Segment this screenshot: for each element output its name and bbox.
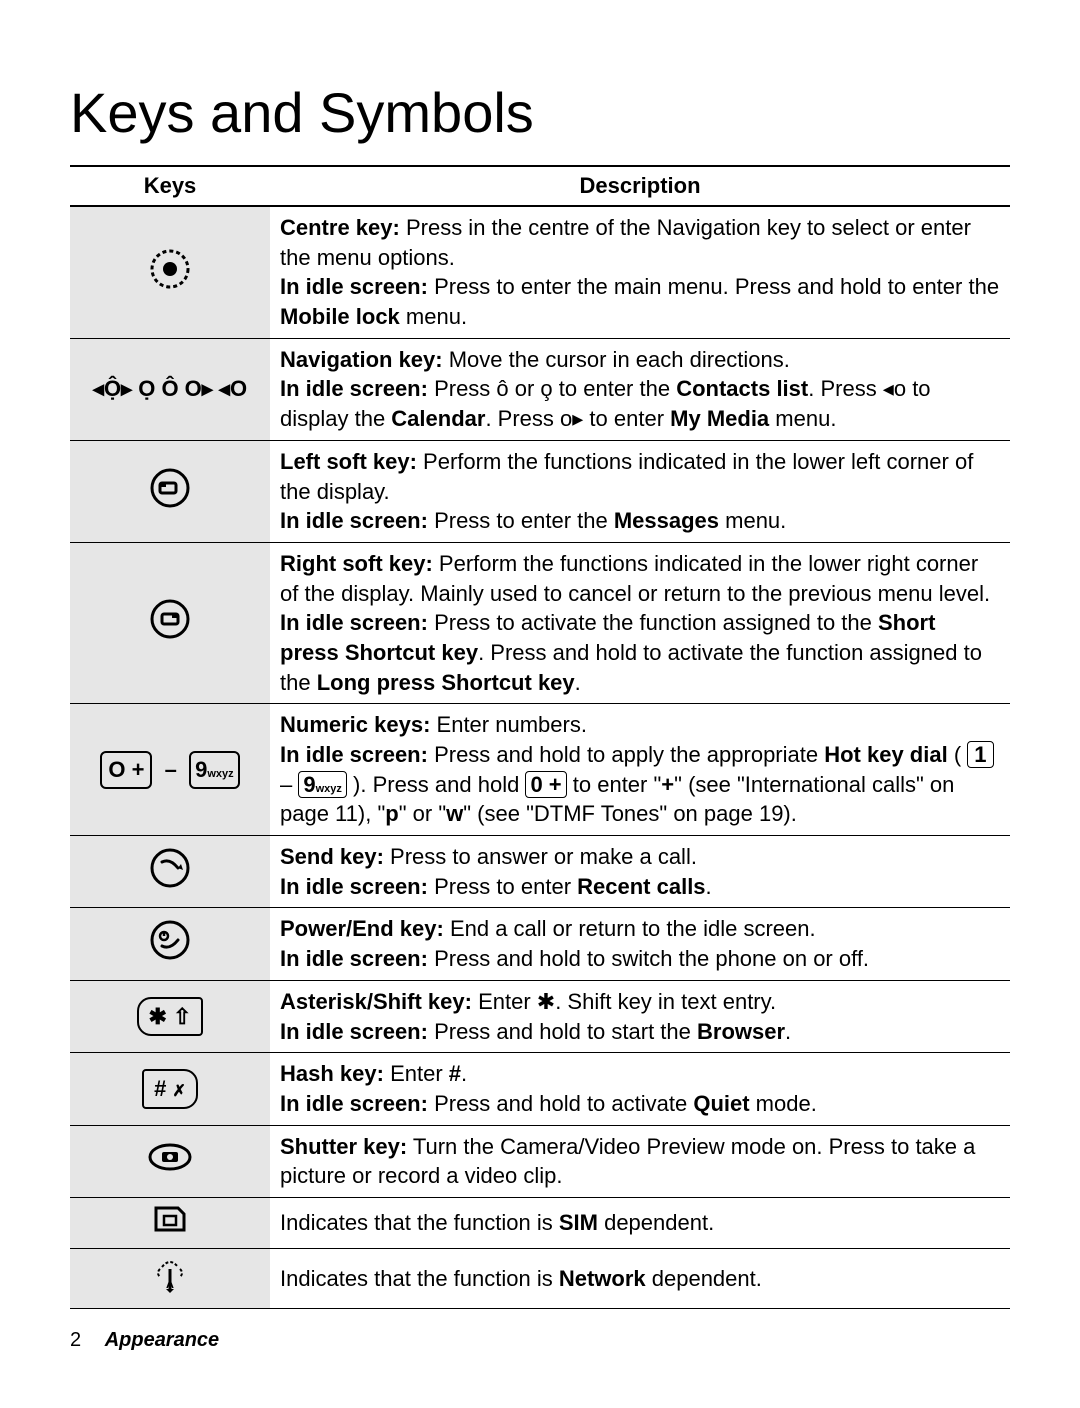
power-key-desc: Power/End key: End a call or return to t… — [270, 908, 1010, 980]
footer: 2 Appearance — [70, 1329, 1010, 1352]
right-softkey-desc: Right soft key: Perform the functions in… — [270, 542, 1010, 703]
table-header-row: Keys Description — [70, 166, 1010, 206]
hash-key-desc: Hash key: Enter #.In idle screen: Press … — [270, 1053, 1010, 1125]
power-key-icon — [70, 908, 270, 980]
send-key-icon — [70, 836, 270, 908]
sim-desc: Indicates that the function is SIM depen… — [270, 1197, 1010, 1248]
keys-table: Keys Description Centre key: Press in th… — [70, 165, 1010, 1309]
left-softkey-desc: Left soft key: Perform the functions ind… — [270, 440, 1010, 542]
asterisk-key-icon: ✱ ⇧ — [70, 980, 270, 1052]
table-row: Left soft key: Perform the functions ind… — [70, 440, 1010, 542]
svg-text:A: A — [166, 1279, 174, 1291]
table-row: Power/End key: End a call or return to t… — [70, 908, 1010, 980]
shutter-key-icon — [70, 1125, 270, 1197]
numeric-keys-desc: Numeric keys: Enter numbers.In idle scre… — [270, 704, 1010, 836]
asterisk-key-desc: Asterisk/Shift key: Enter ✱. Shift key i… — [270, 980, 1010, 1052]
col-desc: Description — [270, 166, 1010, 206]
col-keys: Keys — [70, 166, 270, 206]
table-row: # ✗ Hash key: Enter #.In idle screen: Pr… — [70, 1053, 1010, 1125]
page: Keys and Symbols Keys Description Cent — [0, 0, 1080, 1408]
table-row: Right soft key: Perform the functions in… — [70, 542, 1010, 703]
table-row: Centre key: Press in the centre of the N… — [70, 206, 1010, 338]
centre-key-desc: Centre key: Press in the centre of the N… — [270, 206, 1010, 338]
centre-key-icon — [70, 206, 270, 338]
page-number: 2 — [70, 1329, 81, 1351]
navigation-key-icon: ◂Ộ▸ Ọ Ô O▸ ◂O — [70, 338, 270, 440]
table-row: ◂Ộ▸ Ọ Ô O▸ ◂O Navigation key: Move the c… — [70, 338, 1010, 440]
send-key-desc: Send key: Press to answer or make a call… — [270, 836, 1010, 908]
network-desc: Indicates that the function is Network d… — [270, 1248, 1010, 1309]
numeric-keys-icon: O + – 9wxyz — [70, 704, 270, 836]
table-row: O + – 9wxyz Numeric keys: Enter numbers.… — [70, 704, 1010, 836]
shutter-key-desc: Shutter key: Turn the Camera/Video Previ… — [270, 1125, 1010, 1197]
table-row: Send key: Press to answer or make a call… — [70, 836, 1010, 908]
navigation-key-desc: Navigation key: Move the cursor in each … — [270, 338, 1010, 440]
table-row: A Indicates that the function is Network… — [70, 1248, 1010, 1309]
left-softkey-icon — [70, 440, 270, 542]
hash-key-icon: # ✗ — [70, 1053, 270, 1125]
table-row: Shutter key: Turn the Camera/Video Previ… — [70, 1125, 1010, 1197]
sim-icon — [70, 1197, 270, 1248]
right-softkey-icon — [70, 542, 270, 703]
network-icon: A — [70, 1248, 270, 1309]
section-name: Appearance — [105, 1329, 220, 1351]
page-title: Keys and Symbols — [70, 80, 1010, 145]
table-row: Indicates that the function is SIM depen… — [70, 1197, 1010, 1248]
table-row: ✱ ⇧ Asterisk/Shift key: Enter ✱. Shift k… — [70, 980, 1010, 1052]
